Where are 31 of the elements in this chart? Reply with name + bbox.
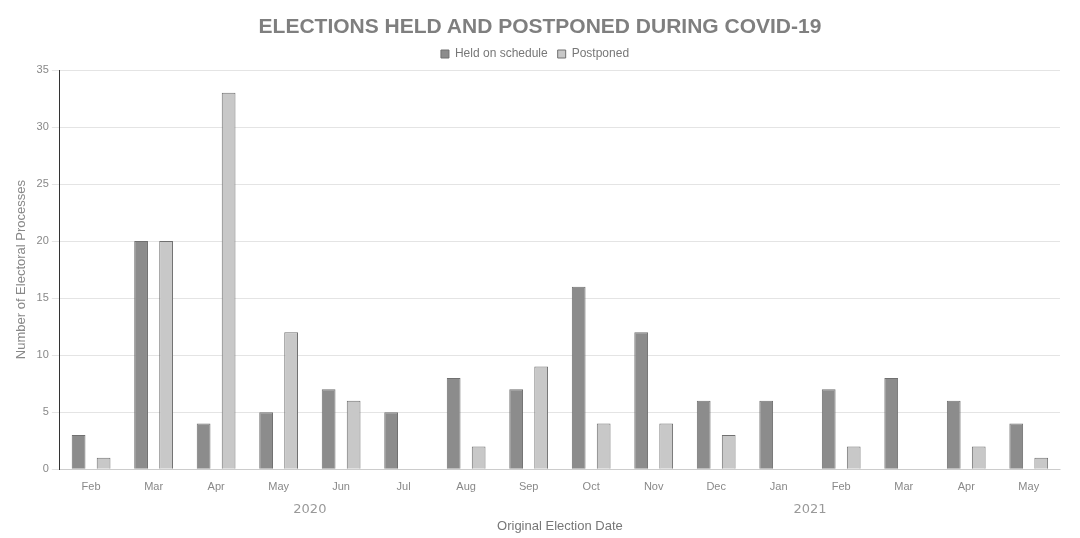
y-tick-label: 5 bbox=[42, 405, 49, 418]
y-tick-label: 15 bbox=[36, 291, 49, 304]
y-tick-label: 20 bbox=[36, 234, 49, 247]
legend-label: Postponed bbox=[571, 46, 630, 61]
text: 2021 bbox=[793, 501, 827, 517]
x-tick-label: Oct bbox=[582, 479, 600, 492]
x-tick-label: Jul bbox=[396, 479, 411, 492]
x-tick-label: Apr bbox=[207, 479, 225, 492]
x-tick-label: Jun bbox=[332, 479, 351, 492]
y-tick-label: 25 bbox=[36, 177, 49, 190]
x-tick-label: May bbox=[1018, 479, 1040, 492]
x-tick-label: Feb bbox=[81, 479, 101, 492]
x-axis-title: Original Election Date bbox=[497, 517, 623, 533]
chart-title: ELECTIONS HELD AND POSTPONED DURING COVID-19 bbox=[257, 14, 823, 38]
x-tick-label: Mar bbox=[894, 479, 914, 492]
x-tick-label: Apr bbox=[957, 479, 976, 492]
x-tick-label: Jan bbox=[769, 479, 788, 492]
x-tick-label: Nov bbox=[643, 479, 664, 492]
y-tick-label: 35 bbox=[36, 63, 49, 76]
legend-label: Held on schedule bbox=[454, 46, 548, 61]
x-tick-label: Dec bbox=[706, 479, 727, 492]
x-tick-label: Mar bbox=[144, 479, 164, 492]
y-tick-label: 30 bbox=[36, 120, 49, 133]
x-tick-label: Aug bbox=[456, 479, 476, 492]
y-axis-title: Number of Electoral Processes bbox=[13, 179, 29, 360]
x-tick-label: Feb bbox=[831, 479, 851, 492]
y-tick-label: 0 bbox=[42, 462, 49, 475]
x-tick-label: May bbox=[268, 479, 290, 492]
y-tick-label: 10 bbox=[36, 348, 49, 361]
text: 2020 bbox=[293, 501, 327, 517]
x-tick-label: Sep bbox=[518, 479, 539, 492]
